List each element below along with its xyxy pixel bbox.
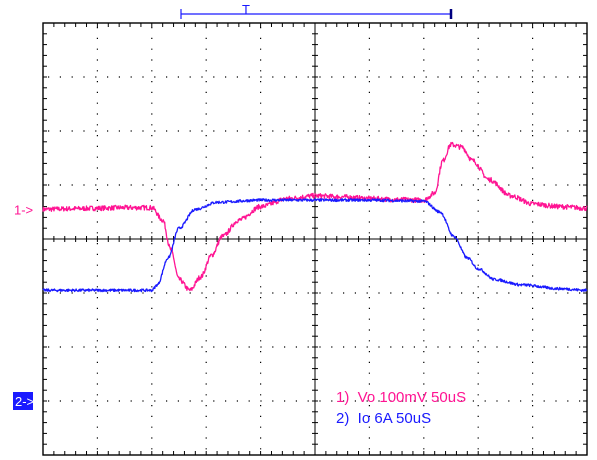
- trigger-marker-label: T: [242, 2, 250, 17]
- channel-2-marker: 2->: [15, 394, 34, 409]
- waveform-traces: [42, 141, 588, 293]
- trace-vo: [42, 141, 588, 292]
- legend-channel-2: 2) Io 6A 50uS: [336, 410, 431, 427]
- channel-2-marker-box: [13, 392, 33, 410]
- channel-1-marker: 1->: [14, 202, 33, 217]
- center-tick-marks: [42, 22, 588, 456]
- trace-io: [42, 198, 588, 293]
- trigger-position-bar: T: [180, 2, 453, 19]
- legend-channel-1: 1) Vo 100mV 50uS: [336, 389, 466, 406]
